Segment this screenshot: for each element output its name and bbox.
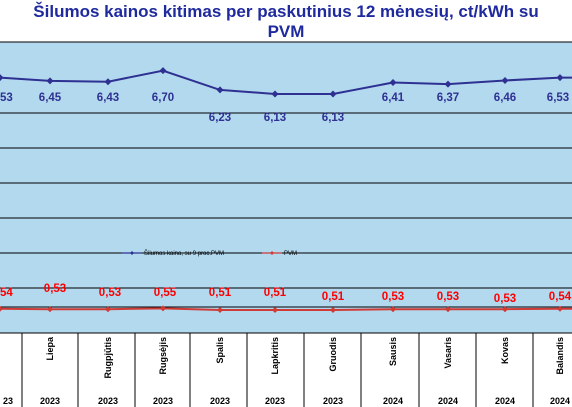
year-label: 2024 [495,396,515,406]
data-point-pvm [330,307,336,313]
category-label: Rugpjūtis [103,337,113,379]
data-label-pvm: 0,51 [322,291,345,303]
data-point-silumos-kaina [329,90,337,98]
data-label-silumos-kaina: 6,70 [152,92,174,104]
category-label: Kovas [500,337,510,364]
data-label-silumos-kaina: 6,41 [382,92,405,104]
plot-area [0,42,572,333]
data-point-pvm [217,307,223,313]
chart-title-line2: PVM [267,22,305,41]
data-label-silumos-kaina: 6,43 [97,92,119,104]
data-label-pvm: 0,51 [209,287,232,299]
data-label-pvm: 0,54 [549,291,572,303]
category-label: Rugsėjis [158,337,168,375]
legend: Šilumos kaina, su 9 proc.PVM PVM [122,250,297,257]
category-label: Sausis [388,337,398,366]
category-label: Lapkritis [270,337,280,375]
legend-marker-pvm [270,251,274,255]
data-label-pvm: 0,53 [494,293,516,305]
data-label-silumos-kaina: 6,45 [39,92,62,104]
data-point-silumos-kaina [444,80,452,88]
year-label: 23 [3,396,13,406]
data-point-silumos-kaina [216,86,224,94]
data-point-silumos-kaina [0,74,4,82]
data-point-silumos-kaina [556,74,564,82]
chart-title-line1: Šilumos kainos kitimas per paskutinius 1… [33,2,539,21]
data-label-pvm: 54 [0,287,13,299]
data-label-pvm: 0,51 [264,287,287,299]
data-point-pvm [0,305,3,312]
series-line-silumos-kaina [0,69,572,95]
data-label-pvm: 0,53 [437,291,459,303]
legend-label-pvm: PVM [284,251,297,257]
data-point-silumos-kaina [104,78,112,86]
legend-label-silumos-kaina: Šilumos kaina, su 9 proc.PVM [144,250,224,257]
data-point-pvm [445,306,451,313]
data-label-pvm: 0,55 [154,287,177,299]
year-label: 2023 [40,396,60,406]
year-label: 2023 [265,396,285,406]
data-point-silumos-kaina [389,79,397,87]
category-label: Spalis [215,337,225,364]
data-point-silumos-kaina [501,76,509,84]
data-point-silumos-kaina [159,67,167,75]
data-label-silumos-kaina: 6,37 [437,92,459,104]
data-point-pvm [105,306,111,313]
category-label: Vasaris [443,337,453,369]
legend-marker-silumos-kaina [130,251,134,255]
year-label: 2024 [438,396,458,406]
data-label-silumos-kaina: 6,23 [209,112,231,124]
data-label-pvm: 0,53 [44,283,66,295]
data-point-pvm [47,306,53,313]
data-label-silumos-kaina: 6,46 [494,92,516,104]
category-label: Liepa [45,336,55,361]
data-point-pvm [160,305,166,312]
year-label: 2023 [98,396,118,406]
category-label: Gruodis [328,337,338,372]
data-point-pvm [272,307,278,313]
data-label-silumos-kaina: 6,13 [264,112,286,124]
data-label-silumos-kaina: 53 [0,92,13,104]
data-label-silumos-kaina: 6,13 [322,112,344,124]
data-label-pvm: 0,53 [99,287,121,299]
year-label: 2023 [323,396,343,406]
data-point-pvm [502,306,508,313]
series-line-pvm [0,307,572,311]
data-point-silumos-kaina [46,77,54,85]
year-label: 2024 [550,396,570,406]
data-label-silumos-kaina: 6,53 [547,92,569,104]
year-label: 2023 [153,396,173,406]
data-point-silumos-kaina [271,90,279,98]
year-label: 2024 [383,396,403,406]
data-point-pvm [557,305,563,312]
data-point-pvm [390,306,396,313]
category-table [0,333,572,407]
data-label-pvm: 0,53 [382,291,404,303]
year-label: 2023 [210,396,230,406]
category-label: Balandis [555,337,565,375]
